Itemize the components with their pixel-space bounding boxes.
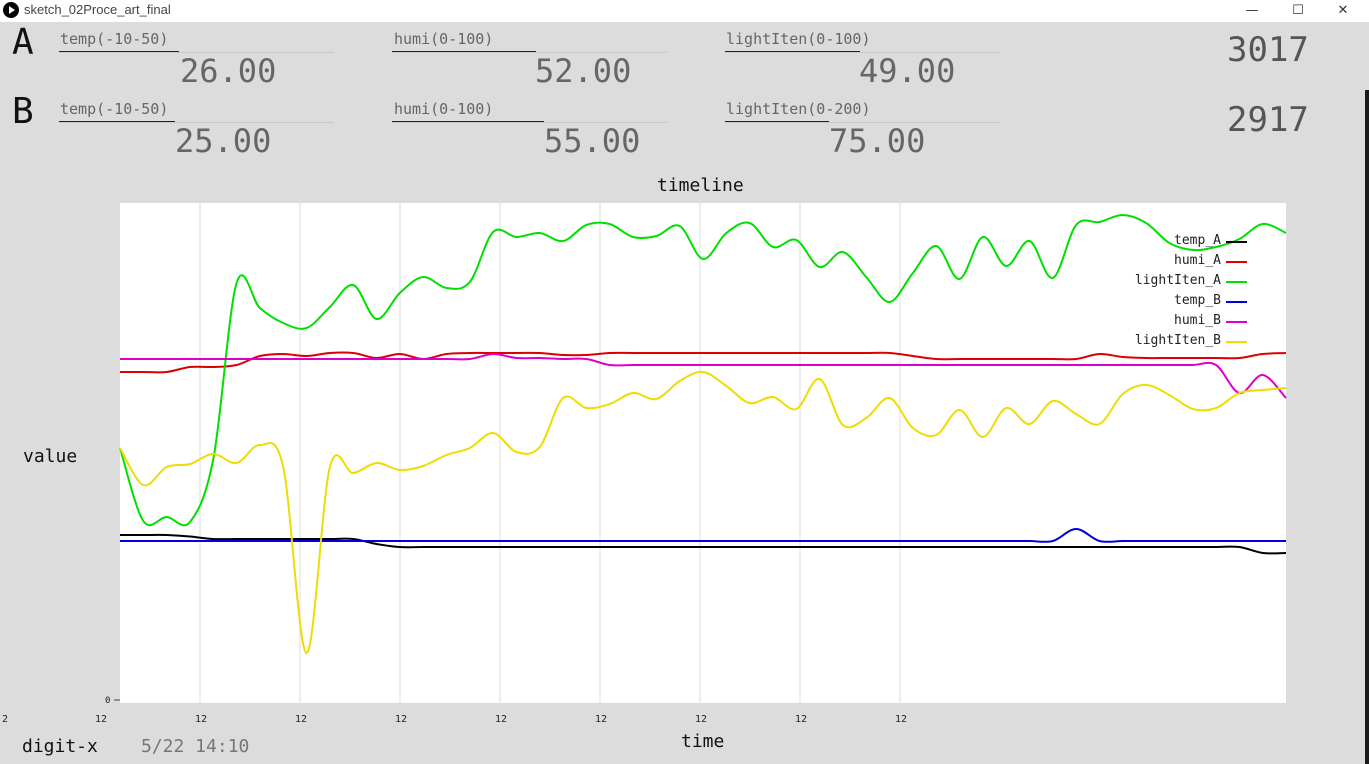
legend-label-lightiten-b: lightIten_B (1135, 333, 1221, 348)
y-tick-label-0: 0 (105, 696, 110, 706)
scrollbar-edge (1365, 90, 1369, 764)
station-b-temp-divider (59, 122, 334, 123)
station-b-light-divider (725, 122, 1000, 123)
footer-brand: digit-x (22, 736, 98, 757)
series-line-temp-b (119, 527, 1286, 543)
chart-title: timeline (657, 175, 744, 196)
legend-label-humi-b: humi_B (1174, 313, 1221, 328)
footer-datetime: 5/22 14:10 (141, 736, 250, 757)
station-a-counter: 3017 (1227, 30, 1309, 70)
x-tick-label-8: 12 (795, 714, 807, 725)
station-a-humi-label: humi(0-100) (394, 30, 494, 48)
legend: temp_A humi_A lightIten_A temp_B humi_Blight… (1135, 233, 1247, 348)
station-a-humi-divider (392, 52, 667, 53)
station-b-light-value: 75.00 (829, 122, 926, 160)
station-a-temp-value: 26.00 (180, 52, 277, 90)
station-a-light-value: 49.00 (859, 52, 956, 90)
series-line-humi-a (120, 351, 1287, 374)
station-a-temp-label: temp(-10-50) (60, 30, 169, 48)
x-tick-label-4: 12 (395, 714, 407, 725)
series-group (119, 213, 1287, 655)
station-b-humi-label: humi(0-100) (394, 100, 494, 118)
station-b-name: B (12, 91, 34, 132)
station-b-humi-divider (392, 122, 667, 123)
series-line-temp-a (120, 533, 1287, 555)
station-b-temp-value: 25.00 (175, 122, 272, 160)
x-tick-label-3: 12 (295, 714, 307, 725)
close-button[interactable]: ✕ (1337, 3, 1349, 18)
station-a-temp-divider (59, 52, 334, 53)
series-line-humi-b (120, 352, 1287, 399)
window-titlebar: sketch_02Proce_art_final — ☐ ✕ (0, 0, 1369, 22)
window-title: sketch_02Proce_art_final (24, 2, 171, 17)
axis-ticks: 0 2 12 12 12 12 12 12 12 12 12 (2, 696, 907, 725)
station-b-light-label: lightIten(0-200) (726, 100, 871, 118)
x-tick-label-1: 12 (95, 714, 107, 725)
legend-label-temp-a: temp_A (1174, 233, 1221, 248)
series-line-lightiten-b (119, 370, 1287, 655)
legend-label-temp-b: temp_B (1174, 293, 1221, 308)
x-tick-label-2: 12 (195, 714, 207, 725)
station-b-temp-label: temp(-10-50) (60, 100, 169, 118)
x-tick-label-9: 12 (895, 714, 907, 725)
series-line-lightiten-a (119, 213, 1287, 527)
legend-label-lightiten-a: lightIten_A (1135, 273, 1221, 288)
x-axis-label: time (681, 731, 725, 752)
minimize-button[interactable]: — (1245, 3, 1259, 18)
station-b-humi-value: 55.00 (544, 122, 641, 160)
maximize-button[interactable]: ☐ (1292, 3, 1304, 18)
x-tick-label-0: 2 (2, 714, 8, 725)
x-tick-label-7: 12 (695, 714, 707, 725)
station-a-light-divider (725, 52, 1000, 53)
x-tick-label-6: 12 (595, 714, 607, 725)
app-play-icon (3, 2, 19, 18)
station-a-humi-value: 52.00 (535, 52, 632, 90)
plot-area (120, 203, 1286, 703)
x-tick-label-5: 12 (495, 714, 507, 725)
station-a-name: A (12, 22, 34, 63)
station-b-counter: 2917 (1227, 100, 1309, 140)
station-a-light-label: lightIten(0-100) (726, 30, 871, 48)
grid-lines (199, 203, 901, 703)
legend-label-humi-a: humi_A (1174, 253, 1221, 268)
y-axis-label: value (23, 446, 78, 467)
